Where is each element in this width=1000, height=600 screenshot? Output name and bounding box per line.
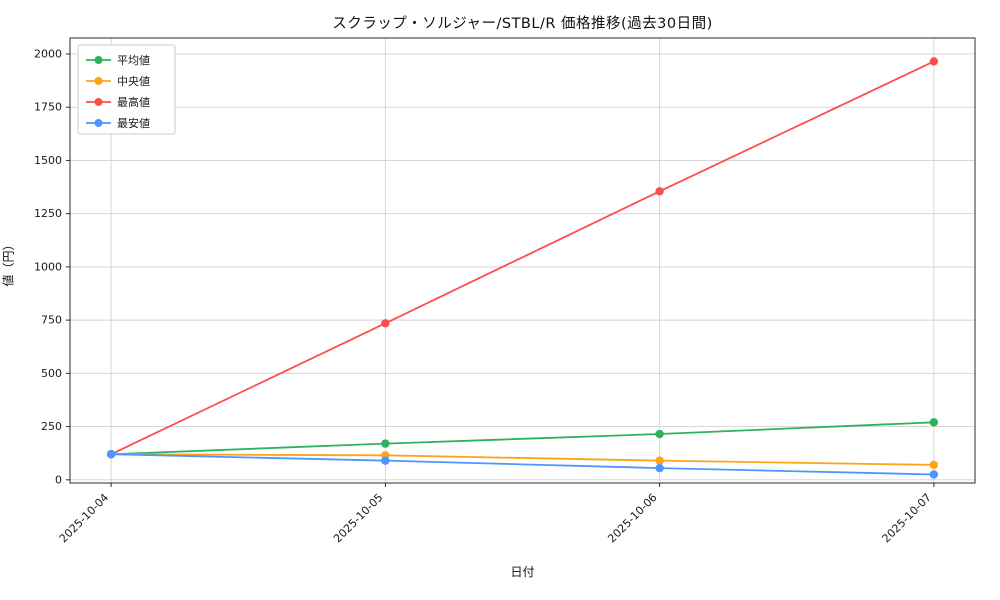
y-tick-label: 250 xyxy=(41,420,62,433)
x-tick-label: 2025-10-05 xyxy=(331,491,385,545)
x-tick-label: 2025-10-07 xyxy=(880,491,934,545)
legend-marker xyxy=(94,77,103,85)
y-tick-label: 750 xyxy=(41,314,62,327)
chart-title: スクラップ・ソルジャー/STBL/R 価格推移(過去30日間) xyxy=(332,16,713,32)
y-tick-label: 500 xyxy=(41,367,62,380)
data-point-marker xyxy=(655,456,664,465)
y-tick-label: 0 xyxy=(55,473,62,486)
legend-item-label: 中央値 xyxy=(117,75,150,88)
x-tick-label: 2025-10-06 xyxy=(605,491,659,545)
data-point-marker xyxy=(655,463,664,473)
y-tick-label: 1500 xyxy=(34,154,62,167)
data-point-marker xyxy=(929,57,939,66)
legend-item-label: 最安値 xyxy=(117,116,150,130)
legend-marker xyxy=(94,98,103,106)
legend-item-label: 平均値 xyxy=(117,54,150,67)
y-axis-label: 値（円） xyxy=(1,238,16,287)
x-axis-label: 日付 xyxy=(510,565,535,579)
data-point-marker xyxy=(106,450,116,459)
data-point-marker xyxy=(381,456,390,465)
series-line-0 xyxy=(111,421,934,456)
series-line-3 xyxy=(111,453,934,476)
legend-marker xyxy=(94,56,103,64)
legend xyxy=(77,44,176,135)
data-point-marker xyxy=(381,319,390,328)
data-point-marker xyxy=(655,429,664,439)
series-line-1 xyxy=(111,453,934,466)
data-point-marker xyxy=(381,439,390,448)
legend-marker xyxy=(94,119,103,127)
y-tick-label: 1000 xyxy=(34,260,62,273)
data-point-marker xyxy=(929,418,939,427)
y-tick-label: 1750 xyxy=(34,101,62,114)
legend-item-label: 最高値 xyxy=(117,95,150,109)
plot-background xyxy=(70,38,975,483)
data-point-marker xyxy=(929,460,939,470)
data-point-marker xyxy=(655,187,664,196)
x-tick-label: 2025-10-04 xyxy=(57,491,111,545)
series-line-2 xyxy=(110,60,935,456)
y-tick-label: 2000 xyxy=(34,47,62,60)
y-tick-label: 1250 xyxy=(34,207,62,220)
data-point-marker xyxy=(929,470,939,479)
plot-border xyxy=(69,37,976,484)
